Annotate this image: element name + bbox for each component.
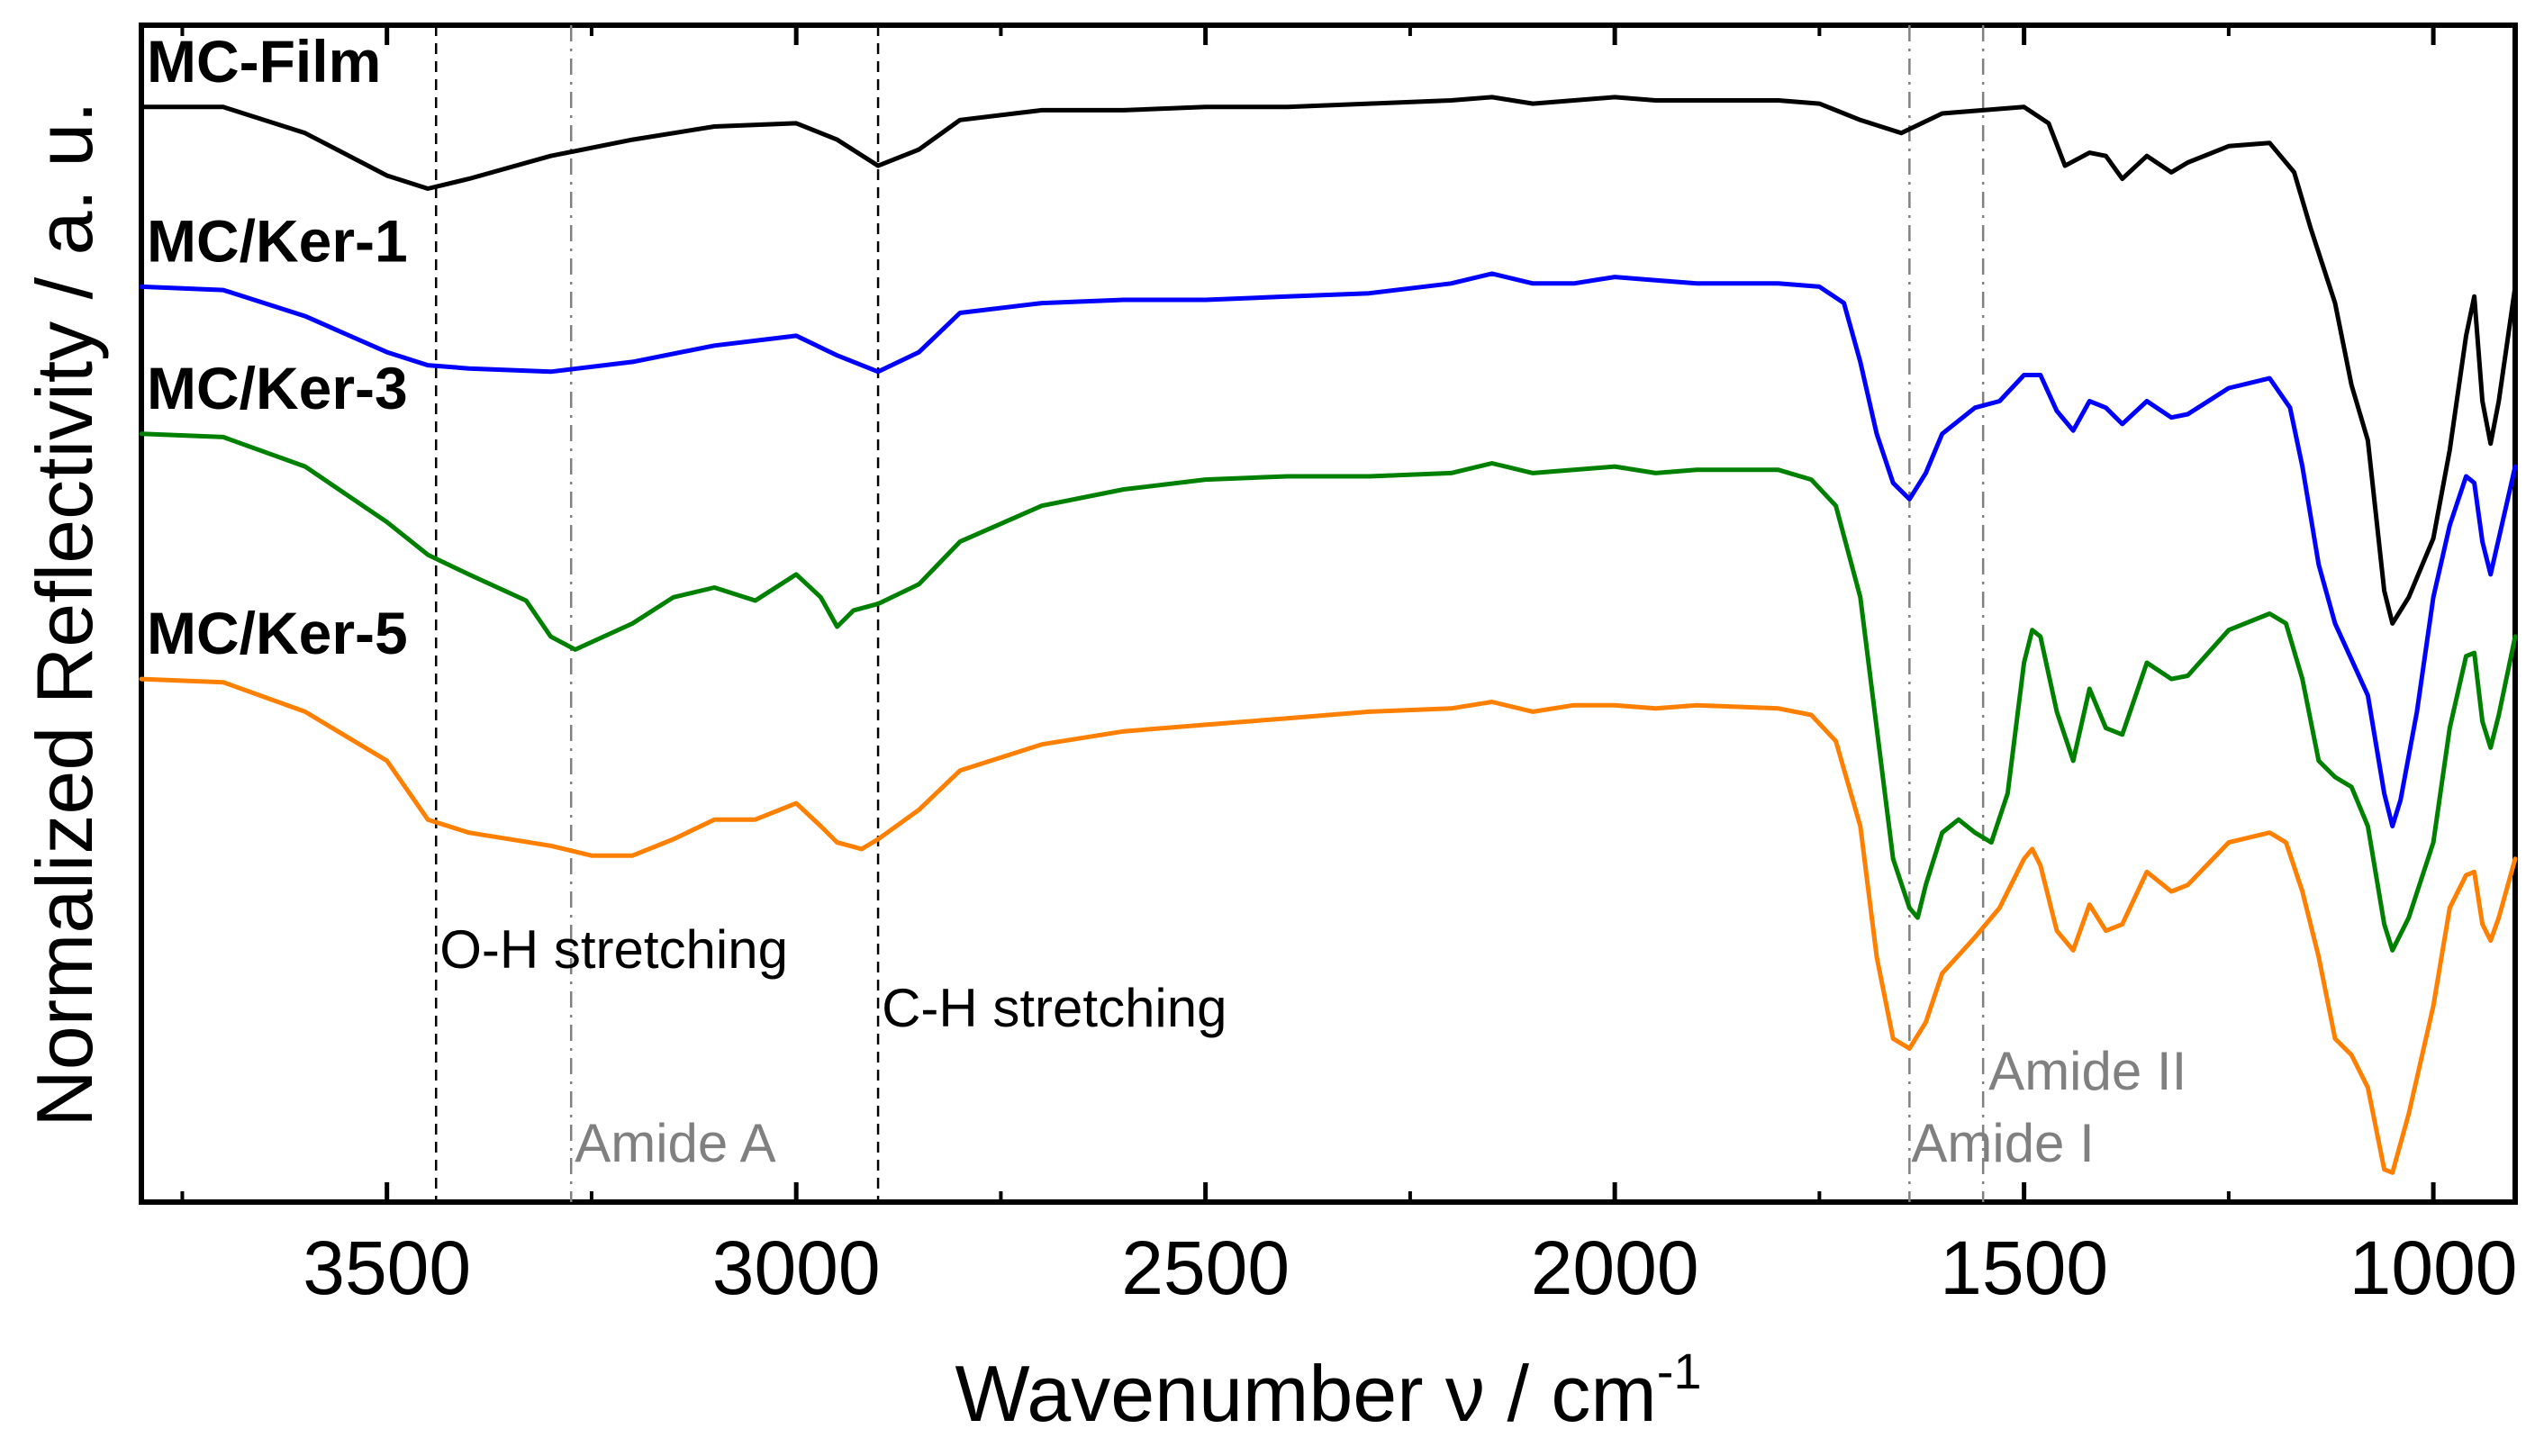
series-line-mc-film bbox=[139, 95, 2518, 626]
series-line-mc-ker-3 bbox=[139, 431, 2518, 953]
series-label: MC/Ker-5 bbox=[147, 600, 408, 666]
annotation-o-h-stretching: O-H stretching bbox=[439, 919, 788, 980]
x-axis-unit-exponent: -1 bbox=[1657, 1343, 1702, 1399]
reference-lines bbox=[434, 25, 1985, 1202]
x-tick-label: 3000 bbox=[712, 1225, 881, 1310]
x-axis-title-text: Wavenumber bbox=[955, 1349, 1424, 1438]
series-label: MC-Film bbox=[147, 28, 381, 95]
spectra bbox=[139, 95, 2518, 1175]
annotation-c-h-stretching: C-H stretching bbox=[882, 978, 1227, 1038]
x-tick-label: 1000 bbox=[2349, 1225, 2518, 1310]
series-line-mc-ker-5 bbox=[139, 676, 2518, 1175]
series-line-mc-ker-1 bbox=[139, 271, 2518, 828]
x-axis-unit: cm bbox=[1551, 1349, 1656, 1438]
annotation-amide-ii: Amide II bbox=[1988, 1041, 2186, 1101]
x-tick-label: 2000 bbox=[1531, 1225, 1699, 1310]
x-axis-title: Wavenumber ν / cm-1 bbox=[955, 1343, 1702, 1438]
x-ticks: 3500 3000 2500 2000 1500 1000 bbox=[180, 25, 2518, 1310]
annotation-amide-a: Amide A bbox=[575, 1113, 775, 1173]
annotations: O-H stretching C-H stretching Amide A Amide… bbox=[439, 919, 2186, 1173]
series-label: MC/Ker-3 bbox=[147, 355, 408, 421]
x-tick-label: 1500 bbox=[1940, 1225, 2108, 1310]
annotation-amide-i: Amide I bbox=[1911, 1113, 2094, 1173]
x-tick-label: 3500 bbox=[303, 1225, 471, 1310]
x-axis-symbol: ν bbox=[1445, 1349, 1485, 1438]
x-tick-label: 2500 bbox=[1121, 1225, 1290, 1310]
y-axis-title: Normalized Reflectivity / a. u. bbox=[20, 101, 109, 1127]
series-labels: MC-Film MC/Ker-1 MC/Ker-3 MC/Ker-5 bbox=[147, 28, 408, 666]
plot-frame bbox=[139, 23, 2518, 1205]
series-label: MC/Ker-1 bbox=[147, 207, 408, 274]
